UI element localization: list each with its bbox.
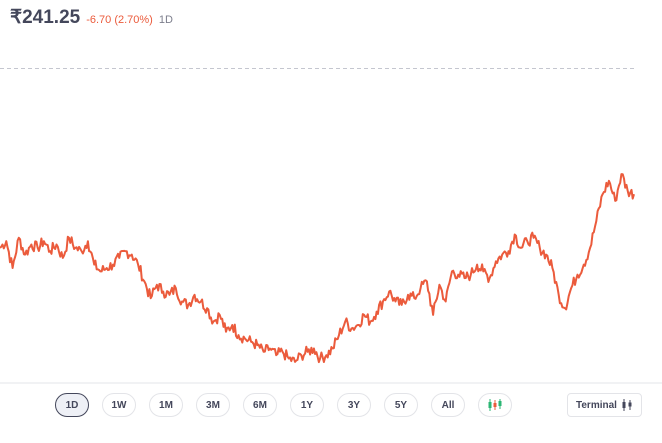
- range-button-3m[interactable]: 3M: [196, 393, 230, 417]
- terminal-label: Terminal: [576, 399, 617, 411]
- price-line: [0, 173, 635, 364]
- current-price: ₹241.25: [10, 7, 81, 28]
- range-button-all[interactable]: All: [431, 393, 465, 417]
- terminal-button[interactable]: Terminal: [567, 393, 642, 417]
- range-button-1y[interactable]: 1Y: [290, 393, 324, 417]
- range-button-1m[interactable]: 1M: [149, 393, 183, 417]
- candlestick-toggle-button[interactable]: [478, 393, 512, 417]
- range-button-3y[interactable]: 3Y: [337, 393, 371, 417]
- range-button-5y[interactable]: 5Y: [384, 393, 418, 417]
- price-chart: [0, 68, 662, 384]
- price-header: ₹241.25 -6.70 (2.70%) 1D: [10, 6, 173, 29]
- price-change: -6.70 (2.70%) 1D: [86, 14, 173, 26]
- range-button-1w[interactable]: 1W: [102, 393, 136, 417]
- price-change-value: -6.70 (2.70%): [86, 14, 153, 26]
- price-change-period: 1D: [158, 14, 173, 26]
- range-button-6m[interactable]: 6M: [243, 393, 277, 417]
- range-button-1d[interactable]: 1D: [55, 393, 89, 417]
- candlestick-chart-icon: [488, 399, 502, 411]
- time-range-selector: 1D 1W 1M 3M 6M 1Y 3Y 5Y All: [55, 393, 512, 417]
- candlestick-icon: [622, 399, 632, 411]
